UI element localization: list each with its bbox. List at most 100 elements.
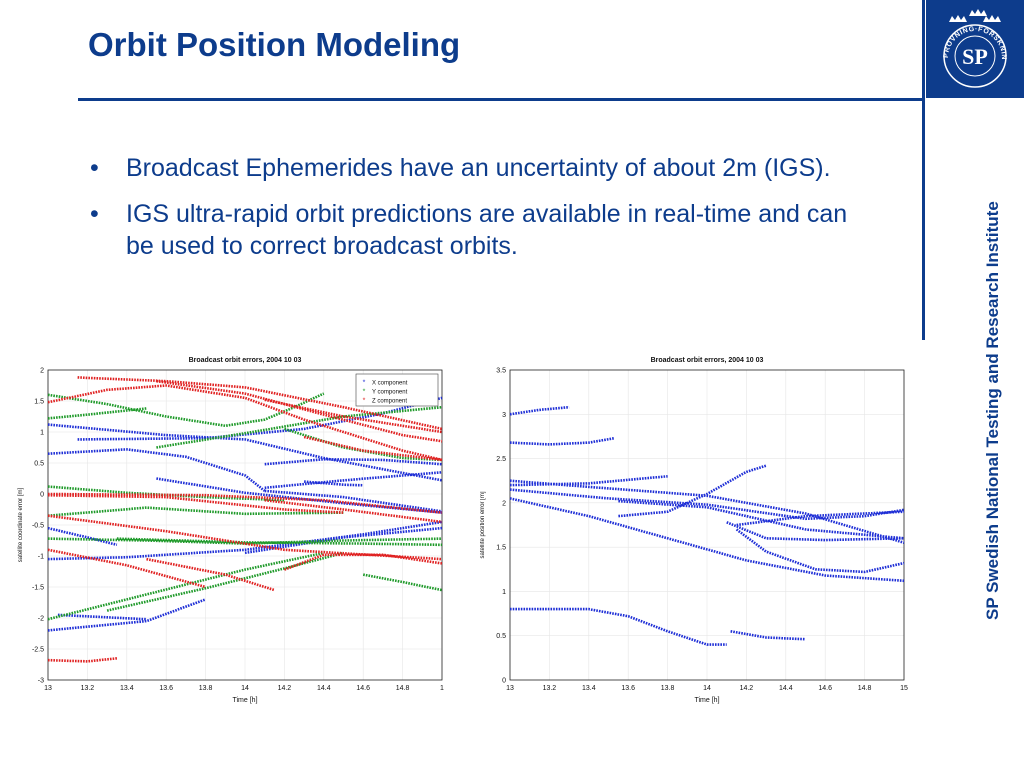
data-track <box>48 657 118 663</box>
data-track <box>47 448 266 492</box>
x-tick-label: 13.6 <box>621 685 635 692</box>
x-tick-label: 14.6 <box>356 685 370 692</box>
data-track <box>47 520 443 561</box>
data-track <box>47 485 285 502</box>
chart-title: Broadcast orbit errors, 2004 10 03 <box>189 357 302 364</box>
y-tick-label: -2 <box>38 616 44 623</box>
series-z-component <box>47 376 443 663</box>
data-track <box>244 526 443 555</box>
data-track <box>57 613 147 621</box>
title-divider <box>78 98 924 101</box>
x-tick-label: 13 <box>506 685 514 692</box>
bullet-marker: • <box>90 154 99 182</box>
data-track <box>47 551 325 621</box>
data-track <box>736 510 905 527</box>
chart-title: Broadcast orbit errors, 2004 10 03 <box>651 357 764 364</box>
series-y-component <box>47 392 443 621</box>
data-track <box>726 521 904 542</box>
data-track <box>264 498 443 524</box>
x-tick-label: 13.8 <box>661 685 675 692</box>
bullet-item: • Broadcast Ephemerides have an uncertai… <box>88 152 878 184</box>
data-track <box>618 464 767 518</box>
plot-frame <box>47 369 443 681</box>
y-tick-label: -3 <box>38 678 44 685</box>
x-axis-label: Time [h] <box>694 697 719 704</box>
y-tick-label: 3.5 <box>496 368 506 375</box>
sp-logo: PROVNING·FORSKNING SP <box>923 0 1024 98</box>
y-tick-label: 0.5 <box>496 633 506 640</box>
data-track <box>47 392 325 428</box>
bullet-list: • Broadcast Ephemerides have an uncertai… <box>88 152 878 276</box>
data-track <box>509 479 905 544</box>
three-crowns-seal-icon: PROVNING·FORSKNING SP <box>923 0 1007 88</box>
x-tick-label: 14.8 <box>396 685 410 692</box>
y-tick-label: 1 <box>40 430 44 437</box>
y-tick-label: 1.5 <box>34 399 44 406</box>
x-tick-label: 13 <box>44 685 52 692</box>
series-position-error <box>509 405 905 646</box>
y-tick-label: 0.5 <box>34 461 44 468</box>
y-tick-label: 1.5 <box>496 545 506 552</box>
x-tick-label: 14.4 <box>779 685 793 692</box>
data-track <box>509 405 570 416</box>
x-tick-label: 13.2 <box>81 685 95 692</box>
y-tick-label: 0 <box>502 678 506 685</box>
data-track <box>510 607 727 646</box>
x-tick-label: 13.2 <box>543 685 557 692</box>
data-track <box>510 475 668 487</box>
data-track <box>116 537 442 547</box>
x-axis-label: Time [h] <box>232 697 257 704</box>
bullet-item: • IGS ultra-rapid orbit predictions are … <box>88 198 878 262</box>
x-tick-label: 14 <box>703 685 711 692</box>
data-track <box>264 489 443 513</box>
data-track <box>303 435 443 462</box>
x-tick-label: 13.8 <box>199 685 213 692</box>
chart-coordinate-errors: Broadcast orbit errors, 2004 10 03 13 13.2… <box>6 352 450 708</box>
y-tick-label: -1 <box>38 554 44 561</box>
institute-name: SP Swedish National Testing and Research… <box>983 201 1002 620</box>
x-tick-label: 13.4 <box>120 685 134 692</box>
data-track <box>47 407 147 420</box>
x-tick-label: 15 <box>900 685 908 692</box>
data-track <box>618 499 905 540</box>
x-tick-label: 14.6 <box>818 685 832 692</box>
bullet-marker: • <box>90 200 99 228</box>
chart-position-errors: Broadcast orbit errors, 2004 10 03 13 13.2… <box>480 352 916 708</box>
x-tick-label: 14 <box>241 685 249 692</box>
data-track <box>264 471 443 490</box>
data-track <box>303 480 364 487</box>
data-track <box>106 551 344 612</box>
side-divider <box>922 0 925 340</box>
legend-marker: * <box>363 389 366 396</box>
data-track <box>47 506 344 517</box>
data-track <box>509 436 615 446</box>
y-axis-label: satellite position error [m] <box>480 491 486 558</box>
y-axis-label: satellite coordinate error [m] <box>18 487 24 562</box>
legend-label: X component <box>372 381 408 387</box>
legend-marker: * <box>363 380 366 387</box>
data-track <box>730 630 806 641</box>
y-tick-label: -0.5 <box>32 523 44 530</box>
legend-label: Y component <box>372 390 408 396</box>
data-track <box>264 398 443 434</box>
x-tick-label: 1 <box>440 685 444 692</box>
data-track <box>156 405 443 449</box>
data-track <box>47 526 118 547</box>
data-track <box>47 384 443 462</box>
legend-marker: * <box>363 398 366 405</box>
data-track <box>509 488 905 521</box>
y-tick-label: 1 <box>502 589 506 596</box>
x-tick-label: 14.2 <box>278 685 292 692</box>
y-tick-label: 2 <box>502 500 506 507</box>
x-tick-label: 14.4 <box>317 685 331 692</box>
data-track <box>47 514 443 561</box>
y-tick-label: 3 <box>502 412 506 419</box>
data-track <box>146 557 275 592</box>
data-track <box>283 553 443 571</box>
data-track <box>156 379 443 443</box>
y-tick-label: -1.5 <box>32 585 44 592</box>
data-track <box>47 493 344 514</box>
bullet-text: IGS ultra-rapid orbit predictions are av… <box>126 200 848 260</box>
data-track <box>509 497 905 583</box>
chart-legend: * X component * Y component * Z component <box>355 373 439 407</box>
